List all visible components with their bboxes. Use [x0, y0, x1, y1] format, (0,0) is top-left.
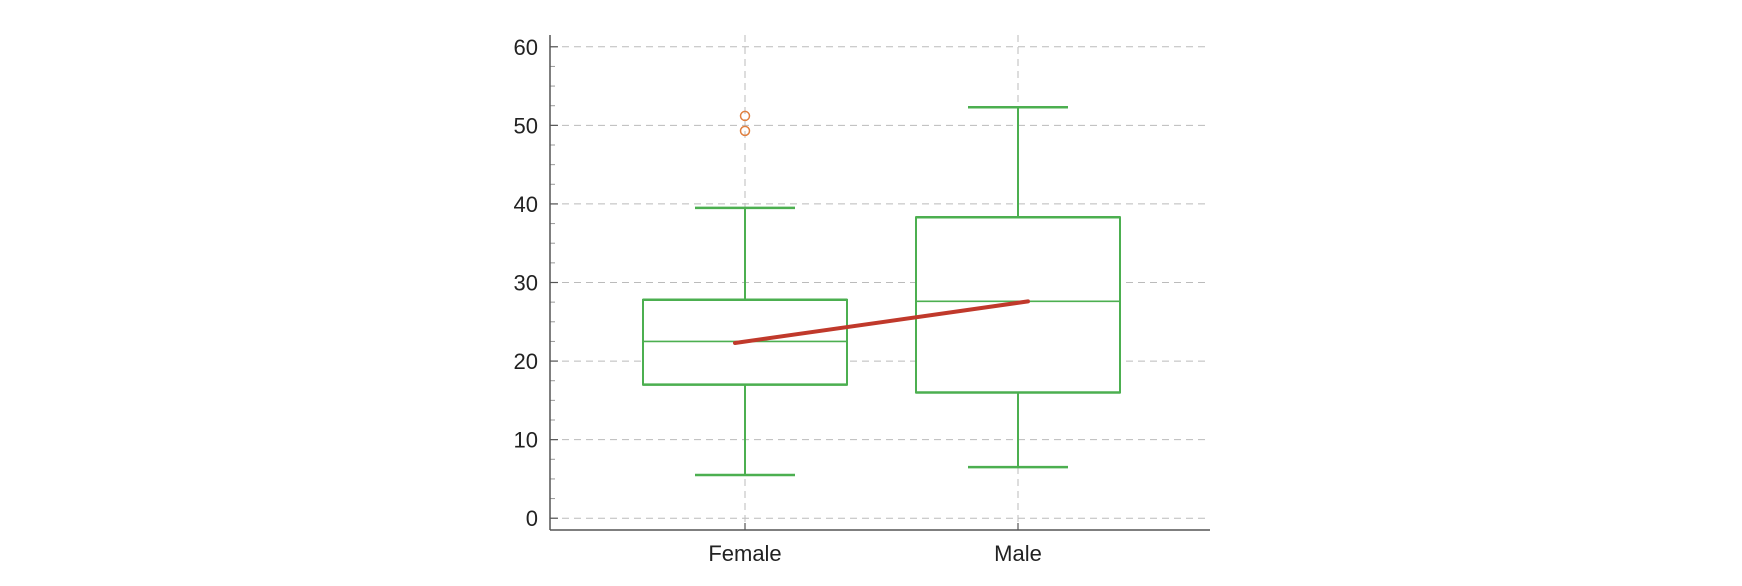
- median-trend: [733, 299, 1030, 345]
- y-tick-label-10: 10: [514, 428, 538, 453]
- y-tick-label-0: 0: [526, 506, 538, 531]
- x-tick-label-female: Female: [708, 541, 781, 566]
- median-trend-line: [733, 299, 1030, 345]
- y-tick-label-30: 30: [514, 271, 538, 296]
- box-series: [642, 106, 1121, 477]
- y-tick-label-60: 60: [514, 35, 538, 60]
- outlier-point: [739, 125, 751, 137]
- y-tick-label-50: 50: [514, 113, 538, 138]
- minor-ticks: [550, 46, 1019, 530]
- box-female: [642, 110, 848, 477]
- axes: [549, 35, 1210, 531]
- outlier-point: [739, 110, 751, 122]
- y-tick-label-40: 40: [514, 192, 538, 217]
- axis-labels: 0 10 20 30 40 50 60 Female Male: [514, 35, 1042, 566]
- x-tick-label-male: Male: [994, 541, 1042, 566]
- iqr-box: [915, 216, 1121, 394]
- y-tick-label-20: 20: [514, 349, 538, 374]
- box-male: [915, 106, 1121, 469]
